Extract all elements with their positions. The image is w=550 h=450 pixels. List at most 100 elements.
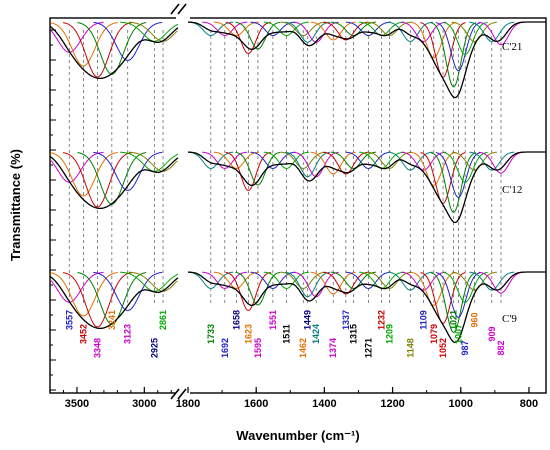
sample-label: C'12 [502,184,522,196]
component-band [366,271,413,290]
component-band [235,21,281,50]
component-band [345,21,391,37]
component-band [285,151,331,178]
peak-label: 1551 [268,310,278,330]
break-mark-bottom [177,388,187,400]
sample-label: C'21 [502,41,522,53]
component-band [442,271,488,303]
component-band [451,271,497,291]
component-band [411,21,457,59]
component-band [478,271,524,294]
component-band [469,271,515,291]
x-tick-label: 1600 [244,398,268,410]
sum-spectrum-0 [188,21,546,99]
component-band [285,21,331,43]
peak-label: 1692 [220,338,230,358]
peak-label: 2925 [149,338,159,358]
x-tick-label: 1800 [176,398,200,410]
component-band [50,272,118,317]
component-band [62,152,132,208]
component-band [120,151,179,172]
component-band [387,271,433,291]
component-band [401,21,447,43]
component-band [420,272,466,324]
peak-label: 1374 [328,338,338,358]
component-band [435,22,482,72]
peak-label: 987 [460,340,470,355]
component-band [310,21,356,41]
component-band [235,151,281,186]
component-band [330,21,376,37]
component-band [188,21,234,37]
component-band [263,271,310,290]
peak-label: 3452 [78,324,88,344]
axis-ticks [50,29,530,393]
component-band [50,152,118,197]
sum-spectrum-2 [49,275,179,330]
peak-label: 1109 [419,310,429,330]
component-band [451,151,497,171]
x-tick-label: 3500 [65,398,89,410]
peak-label: 1315 [348,324,358,344]
component-band [50,151,104,183]
component-band [366,21,413,37]
peak-label: 1052 [438,338,448,358]
peak-label: 3241 [107,310,117,330]
x-axis-title: Wavenumber (cm⁻¹) [236,428,359,443]
peak-label: 1449 [303,310,313,330]
peak-droplines [68,30,502,305]
component-band [366,151,413,170]
component-band [323,271,369,295]
component-band [93,21,163,61]
peak-label: 909 [487,326,497,341]
x-tick-label: 1400 [312,398,336,410]
component-band [235,271,281,306]
component-band [225,21,271,55]
peak-label: 1337 [341,310,351,330]
component-band [330,271,376,290]
axis-break-gap [176,8,190,403]
component-band [478,21,524,46]
spectra-curves [49,21,546,344]
component-band [263,21,310,37]
component-band [411,271,457,306]
peak-label: 1595 [253,338,263,358]
component-band [62,22,132,78]
component-band [359,21,405,37]
component-band [280,271,326,290]
peak-label: 1148 [405,338,415,358]
peak-label: 1271 [363,338,373,358]
component-band [469,21,515,43]
component-band [401,151,447,171]
component-band [188,151,234,170]
component-band [469,151,515,171]
component-band [387,21,433,43]
peak-label: 1424 [311,324,321,344]
component-band [225,271,271,312]
peak-label: 1462 [298,338,308,358]
y-axis-title: Transmittance (%) [8,149,23,261]
component-band [128,151,178,172]
component-band [345,151,391,170]
component-band [213,21,259,37]
component-band [50,21,104,53]
peak-label: 1209 [385,324,395,344]
component-band [120,21,179,42]
component-band [330,151,376,170]
component-band [50,271,104,303]
component-band [442,151,488,183]
component-band [280,151,326,170]
sum-spectrum-0 [49,25,179,80]
component-band [128,271,178,292]
peak-label: 1007 [453,324,463,344]
component-band [420,22,466,78]
peak-labels: 3557 3452 3348 3241 3123 2925 2861 1733 16921658… [64,310,506,358]
peak-label: 1511 [282,324,292,344]
component-band [430,272,477,334]
break-mark-bottom [170,388,180,400]
component-band [387,151,433,171]
peak-label: 1021 [449,310,459,330]
component-band [435,152,482,198]
peak-label: 1079 [429,324,439,344]
